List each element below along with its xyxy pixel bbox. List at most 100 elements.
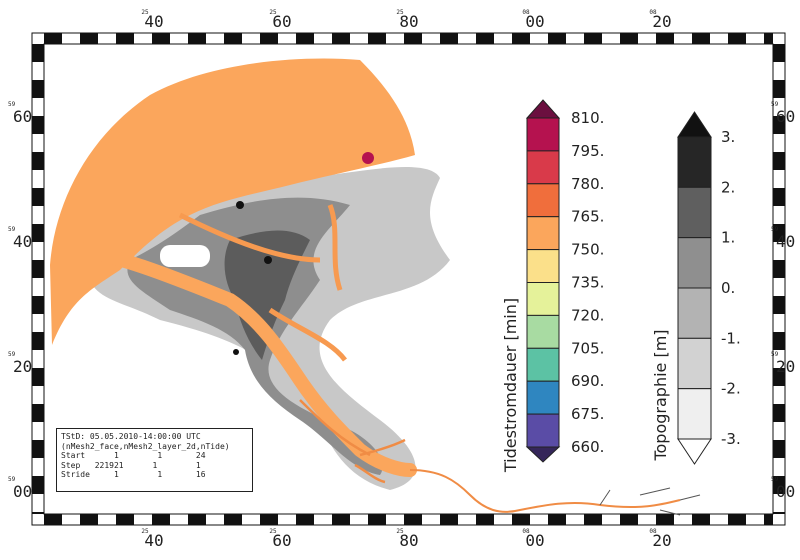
tide-colorbar-title: Tidestromdauer [min] [501, 298, 520, 473]
topography-dark [224, 230, 310, 360]
tide-colorbar-label: 780. [571, 175, 604, 193]
axis-bottom-minor-label: 25 [396, 528, 404, 535]
axis-left-major-label: 20 [13, 357, 32, 376]
tide-colorbar-label: 735. [571, 274, 604, 292]
axis-top-minor-label: 08 [649, 9, 657, 16]
tide-duration-field [50, 58, 415, 345]
tide-colorbar-segment [526, 413, 560, 448]
topography-colorbar: 3. 2. 1. 0. -1. -2. -3. Topographie [m] [651, 111, 741, 465]
axis-right-minor-label: 59 [771, 101, 779, 108]
axis-top-major-label: 40 [144, 12, 163, 31]
topography-colorbar-label: 3. [721, 128, 735, 146]
topography-colorbar-segment [677, 186, 712, 239]
axis-top-minor-label: 08 [522, 9, 530, 16]
axis-right-major-label: 20 [776, 357, 795, 376]
axis-top-minor-label: 25 [269, 9, 277, 16]
axis-bottom-minor-label: 25 [269, 528, 277, 535]
tide-colorbar-label: 690. [571, 372, 604, 390]
info-start-values: 1 1 24 [114, 451, 206, 460]
topography-colorbar-segment [677, 337, 712, 390]
axis-top-minor-label: 25 [396, 9, 404, 16]
tide-colorbar: 810. 795. 780. 765. 750. 735. 720. 705. 690. 675.… [501, 99, 604, 473]
tide-colorbar-label: 675. [571, 405, 604, 423]
info-variable: (nMesh2_face,nMesh2_layer_2d,nTide) [61, 441, 230, 451]
topography-colorbar-label: -1. [721, 329, 741, 347]
tide-colorbar-segment [526, 249, 560, 284]
axis-bottom-major-label: 00 [525, 531, 544, 550]
high-value-spot [236, 201, 244, 209]
info-stride-row: Stride 1 1 16 [61, 470, 248, 480]
tide-colorbar-segment [526, 150, 560, 185]
info-stride-values: 1 1 16 [114, 470, 206, 479]
info-step-label: Step [61, 460, 81, 470]
axis-left-minor-label: 59 [8, 101, 16, 108]
tide-colorbar-min-triangle [525, 446, 561, 463]
high-value-spot [233, 349, 239, 355]
info-stride-label: Stride [61, 470, 90, 479]
high-value-spot [264, 256, 272, 264]
topography-colorbar-segment [677, 237, 712, 289]
info-start-label: Start [61, 451, 86, 460]
axis-bottom-major-label: 60 [272, 531, 291, 550]
axis-right-minor-label: 59 [771, 476, 779, 483]
high-value-spot [362, 152, 374, 164]
tide-colorbar-label: 750. [571, 241, 604, 259]
axis-right-minor-label: 59 [771, 226, 779, 233]
topography-colorbar-label: -2. [721, 380, 741, 398]
tide-colorbar-segment [526, 347, 560, 382]
info-start-row: Start 1 1 24 [61, 451, 248, 461]
axis-bottom-minor-label: 08 [649, 528, 657, 535]
river-channel [409, 469, 681, 513]
topography-colorbar-segment [677, 388, 712, 440]
axis-top-major-label: 60 [272, 12, 291, 31]
topography-colorbar-label: -3. [721, 430, 741, 448]
axis-right-major-label: 40 [776, 232, 795, 251]
topography-colorbar-label: 2. [721, 178, 735, 196]
tide-colorbar-segment [526, 117, 560, 152]
axis-right-minor-label: 59 [771, 351, 779, 358]
tide-colorbar-segment [526, 380, 560, 415]
tide-channel-fine [299, 399, 406, 484]
info-step-row: Step 221921 1 1 [61, 461, 248, 471]
axis-bottom-minor-label: 08 [522, 528, 530, 535]
tide-colorbar-segment [526, 282, 560, 316]
axis-left-major-label: 60 [13, 107, 32, 126]
tide-channel-branch [178, 204, 347, 362]
island [160, 245, 210, 267]
axis-top-minor-label: 25 [141, 9, 149, 16]
tide-colorbar-segment [526, 216, 560, 251]
topography-colorbar-min-triangle [677, 438, 712, 465]
axis-bottom-minor-label: 25 [141, 528, 149, 535]
topography-colorbar-segment [677, 287, 712, 339]
topography-colorbar-title: Topographie [m] [651, 329, 670, 461]
tide-colorbar-segment [526, 183, 560, 218]
axis-bottom-major-label: 80 [399, 531, 418, 550]
axis-left-major-label: 00 [13, 482, 32, 501]
axis-top-major-label: 20 [652, 12, 671, 31]
tide-colorbar-segment [526, 314, 560, 349]
axis-left-minor-label: 59 [8, 351, 16, 358]
topography-colorbar-label: 1. [721, 229, 735, 247]
tide-colorbar-label: 795. [571, 142, 604, 160]
axis-top-major-label: 00 [525, 12, 544, 31]
tide-colorbar-label: 705. [571, 339, 604, 357]
tide-colorbar-label: 660. [571, 438, 604, 456]
axis-left-major-label: 40 [13, 232, 32, 251]
info-box: TStD: 05.05.2010-14:00:00 UTC (nMesh2_fa… [56, 428, 253, 492]
river-branches [599, 487, 701, 516]
axis-right-major-label: 60 [776, 107, 795, 126]
tide-colorbar-label: 810. [571, 109, 604, 127]
axis-bottom-major-label: 40 [144, 531, 163, 550]
axis-left-minor-label: 59 [8, 226, 16, 233]
axis-top-major-label: 80 [399, 12, 418, 31]
tide-colorbar-label: 720. [571, 306, 604, 324]
info-step-values: 221921 1 1 [94, 460, 201, 470]
axis-left-minor-label: 59 [8, 476, 16, 483]
info-title: TStD: 05.05.2010-14:00:00 UTC [61, 432, 201, 441]
axis-right-major-label: 00 [776, 482, 795, 501]
axis-bottom-major-label: 20 [652, 531, 671, 550]
